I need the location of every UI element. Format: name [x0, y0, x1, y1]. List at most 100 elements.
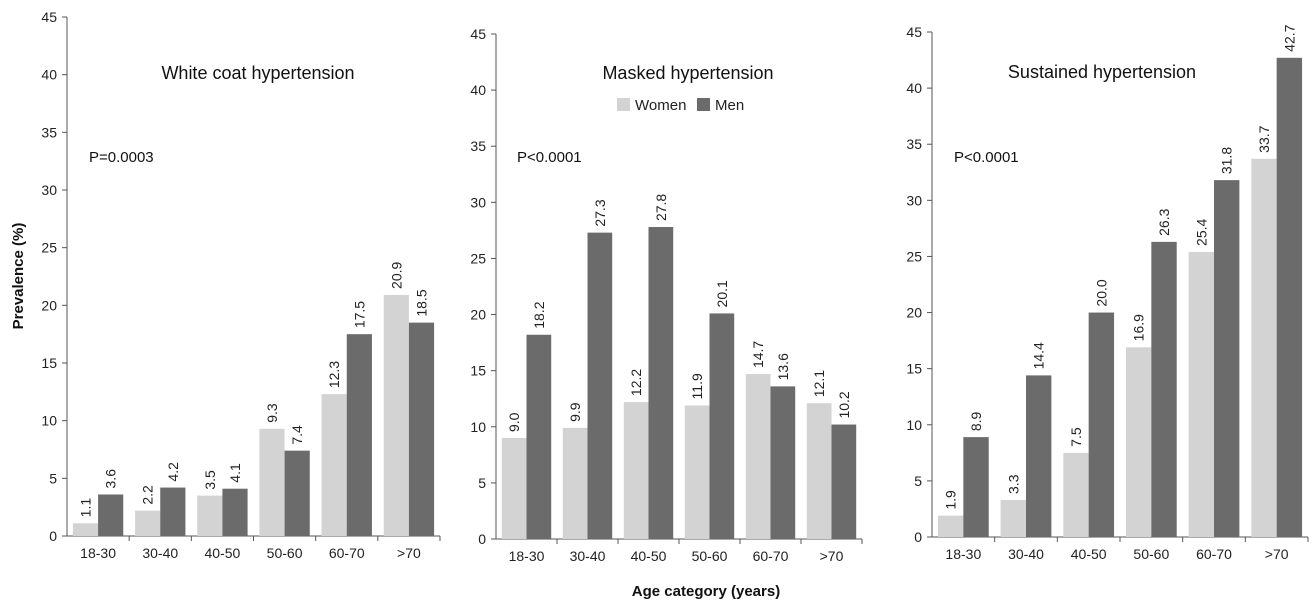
x-tick-label: 30-40: [570, 548, 606, 564]
y-tick-label: 25: [470, 250, 486, 266]
bar-men-18-30: [526, 334, 552, 539]
bar-women-60-70: [321, 394, 347, 536]
bar-women-18-30: [937, 515, 964, 537]
y-tick-label: 5: [49, 470, 57, 486]
legend-swatch-men: [697, 98, 710, 111]
y-tick-label: 5: [478, 475, 486, 491]
data-label: 8.9: [968, 411, 984, 431]
y-tick-label: 35: [906, 136, 922, 152]
data-label: 20.9: [388, 261, 404, 288]
bar-men-60-70: [770, 386, 796, 539]
y-tick-label: 35: [470, 138, 486, 154]
data-label: 27.8: [653, 194, 669, 221]
bar-women-40-50: [623, 402, 649, 539]
data-label: 20.1: [714, 280, 730, 307]
y-tick-label: 45: [906, 24, 922, 40]
data-label: 9.9: [567, 402, 583, 422]
y-tick-label: 30: [41, 182, 57, 198]
y-tick-label: 20: [906, 305, 922, 321]
data-label: 7.4: [289, 425, 305, 445]
bar-men-40-50: [1088, 312, 1115, 537]
data-label: 4.2: [165, 462, 181, 482]
data-label: 11.9: [689, 373, 705, 399]
x-tick-label: 40-50: [1071, 546, 1107, 562]
bar-men-50-60: [284, 450, 310, 536]
bar-women-50-60: [259, 428, 285, 536]
data-label: 12.1: [811, 370, 827, 397]
y-tick-label: 20: [470, 307, 486, 323]
bar-men-gt70: [408, 322, 435, 536]
y-tick-label: 45: [41, 9, 57, 25]
panel-white-coat: 0 5 10 15 20 25 30 35 40 45 1.1 3.6 18-30 2.2 4.2 30-40…: [41, 9, 441, 561]
bar-women-gt70: [1251, 158, 1277, 538]
bar-men-40-50: [222, 488, 248, 536]
y-tick-label: 10: [906, 417, 922, 433]
data-label: 13.6: [775, 353, 791, 380]
y-tick-label: 10: [41, 413, 57, 429]
data-label: 10.2: [836, 391, 852, 418]
data-label: 3.3: [1005, 474, 1021, 494]
x-tick-label: >70: [397, 545, 421, 561]
data-label: 20.0: [1093, 279, 1109, 306]
bar-women-30-40: [1000, 499, 1026, 537]
y-tick-label: 15: [41, 355, 57, 371]
bar-women-gt70: [383, 294, 409, 536]
y-tick-label: 0: [49, 528, 57, 544]
y-tick-label: 20: [41, 297, 57, 313]
bar-men-60-70: [346, 334, 372, 536]
bar-women-60-70: [1188, 251, 1214, 537]
panel-title-masked: Masked hypertension: [602, 63, 773, 83]
x-tick-label: 18-30: [80, 545, 116, 561]
x-tick-label: >70: [820, 548, 844, 564]
y-tick-label: 25: [906, 248, 922, 264]
y-tick-label: 10: [470, 419, 486, 435]
data-label: 12.3: [326, 361, 342, 388]
bar-men-50-60: [709, 313, 735, 539]
panel-title-white-coat: White coat hypertension: [161, 63, 354, 83]
data-label: 14.7: [750, 341, 766, 368]
x-axis-title: Age category (years): [632, 583, 780, 600]
x-tick-label: 18-30: [945, 546, 981, 562]
p-value-sustained: P<0.0001: [954, 149, 1019, 166]
bar-women-18-30: [72, 523, 99, 536]
x-tick-label: 40-50: [205, 545, 241, 561]
data-label: 12.2: [628, 369, 644, 396]
y-tick-label: 45: [470, 26, 486, 42]
y-tick-label: 30: [906, 192, 922, 208]
bar-women-40-50: [197, 495, 223, 536]
data-label: 1.9: [943, 490, 959, 510]
bar-women-60-70: [745, 374, 771, 539]
y-tick-label: 25: [41, 240, 57, 256]
x-tick-label: 50-60: [692, 548, 728, 564]
data-label: 3.5: [202, 470, 218, 490]
x-tick-label: >70: [1265, 546, 1289, 562]
legend-swatch-women: [617, 98, 630, 111]
data-label: 9.0: [506, 412, 522, 432]
bar-men-40-50: [648, 227, 674, 539]
bar-men-30-40: [160, 487, 186, 536]
y-tick-label: 40: [41, 67, 57, 83]
y-tick-label: 0: [914, 529, 922, 545]
p-value-white-coat: P=0.0003: [89, 149, 154, 166]
bar-men-60-70: [1214, 180, 1240, 537]
bar-women-gt70: [806, 403, 832, 539]
data-label: 16.9: [1131, 314, 1147, 341]
y-tick-label: 5: [914, 473, 922, 489]
data-label: 18.2: [531, 301, 547, 328]
x-tick-label: 50-60: [267, 545, 303, 561]
y-tick-label: 35: [41, 124, 57, 140]
bar-men-18-30: [963, 437, 989, 537]
data-label: 27.3: [592, 199, 608, 226]
y-tick-label: 30: [470, 194, 486, 210]
data-label: 1.1: [77, 498, 93, 518]
legend-label-men: Men: [715, 97, 744, 114]
data-label: 7.5: [1068, 427, 1084, 447]
bar-men-30-40: [1026, 375, 1052, 537]
data-label: 25.4: [1193, 218, 1209, 245]
y-tick-label: 0: [478, 531, 486, 547]
bar-women-40-50: [1063, 452, 1089, 537]
bar-women-50-60: [684, 405, 710, 539]
x-tick-label: 30-40: [1008, 546, 1044, 562]
x-tick-label: 60-70: [753, 548, 789, 564]
